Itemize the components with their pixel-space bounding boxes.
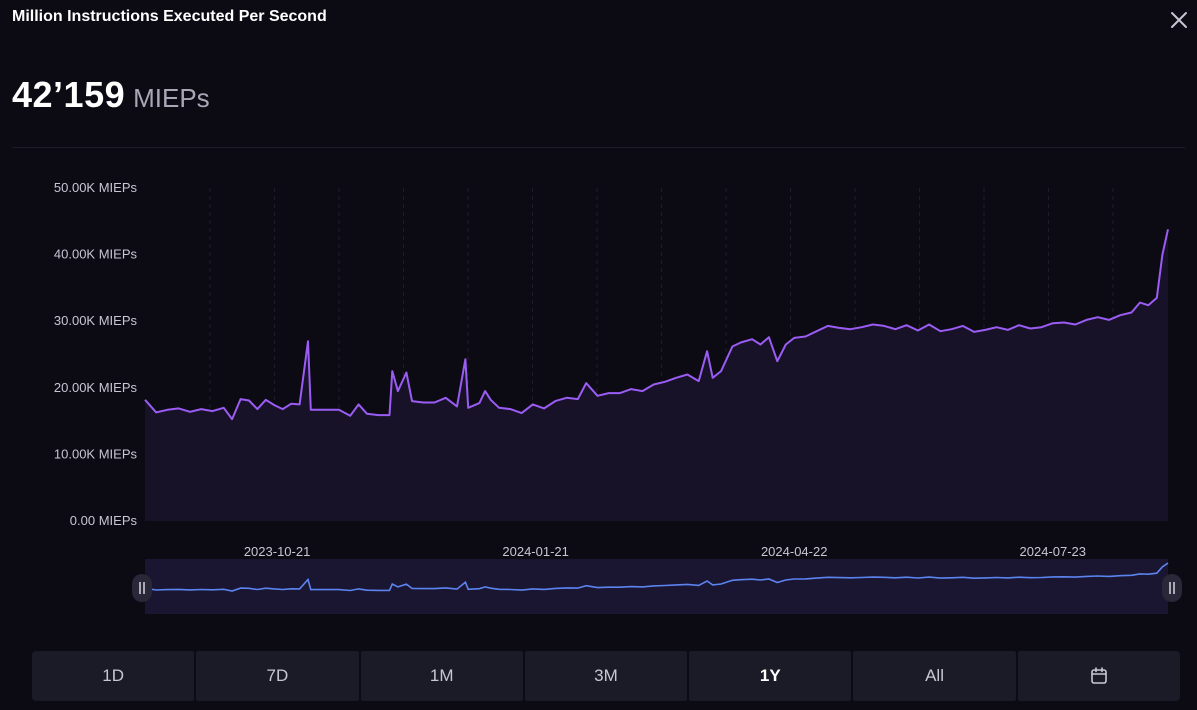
current-value-unit: MIEPs [133, 83, 210, 113]
y-tick-label: 20.00K MIEPs [54, 380, 138, 395]
series-area [145, 229, 1168, 522]
header-divider [12, 147, 1185, 148]
series-line [144, 229, 1169, 421]
navigator-handle-right[interactable] [1162, 574, 1182, 602]
x-tick-label: 2023-10-21 [244, 544, 311, 559]
range-button-1y[interactable]: 1Y [689, 651, 852, 701]
range-button-7d[interactable]: 7D [196, 651, 359, 701]
range-button-1m[interactable]: 1M [360, 651, 523, 701]
y-tick-label: 30.00K MIEPs [54, 313, 138, 328]
chart-title: Million Instructions Executed Per Second [12, 8, 327, 25]
y-tick-label: 40.00K MIEPs [54, 247, 138, 262]
current-value: 42’159 [12, 74, 126, 115]
y-tick-label: 0.00 MIEPs [70, 513, 138, 528]
x-tick-label: 2024-07-23 [1020, 544, 1087, 559]
navigator-line [144, 562, 1169, 592]
close-icon[interactable] [1169, 10, 1189, 30]
x-tick-label: 2024-01-21 [502, 544, 569, 559]
range-button-3m[interactable]: 3M [524, 651, 688, 701]
range-selector: 1D 7D 1M 3M 1Y All [32, 651, 1180, 701]
range-button-all[interactable]: All [853, 651, 1016, 701]
range-button-1d[interactable]: 1D [32, 651, 195, 701]
calendar-button[interactable] [1017, 651, 1180, 701]
y-tick-label: 50.00K MIEPs [54, 180, 138, 195]
calendar-icon [1091, 667, 1107, 684]
navigator-handle-left[interactable] [132, 574, 152, 602]
y-tick-label: 10.00K MIEPs [54, 446, 138, 461]
current-value-display: 42’159 MIEPs [12, 74, 210, 116]
x-tick-label: 2024-04-22 [761, 544, 828, 559]
chart-area[interactable]: 0.00 MIEPs 10.00K MIEPs 20.00K MIEPs 30.00K… [0, 0, 1197, 640]
